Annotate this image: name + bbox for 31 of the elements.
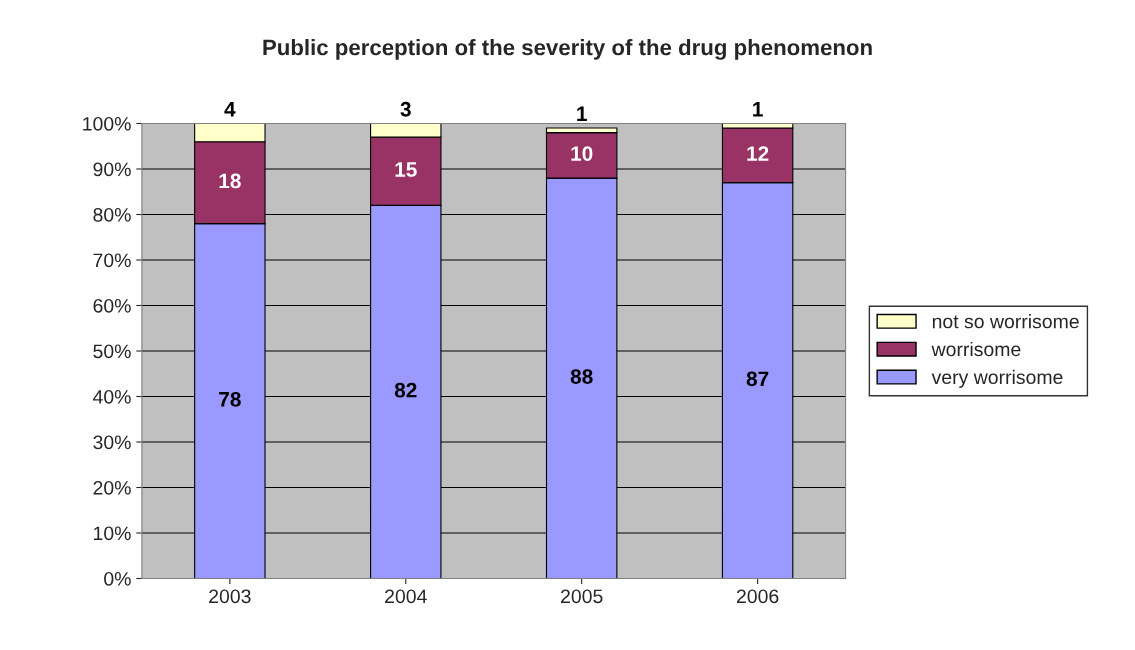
legend-label: worrisome	[931, 341, 1021, 357]
data-label: 10	[571, 146, 593, 161]
data-label: 78	[219, 391, 241, 407]
y-tick-label: 10%	[94, 526, 131, 541]
y-tick-label: 100%	[83, 116, 131, 131]
data-label: 4	[224, 102, 236, 117]
data-label: 15	[395, 162, 417, 177]
y-tick-label: 30%	[93, 435, 131, 450]
y-tick-label: 20%	[93, 480, 131, 495]
data-label: 88	[570, 369, 593, 384]
y-tick-label: 50%	[93, 344, 131, 359]
data-label: 3	[400, 101, 411, 117]
y-tick-label: 70%	[93, 253, 131, 268]
data-label: 12	[747, 146, 769, 161]
data-label: 82	[394, 382, 417, 398]
legend-label: very worrisome	[931, 369, 1063, 388]
y-tick-label: 60%	[93, 298, 131, 313]
data-label: 87	[746, 371, 769, 387]
legend-label: not so worrisome	[932, 314, 1079, 329]
x-tick-label: 2005	[561, 589, 603, 604]
chart-title: Public perception of the severity of the drug phenomenon	[263, 39, 872, 60]
x-tick-label: 2004	[385, 589, 427, 604]
data-label: 1	[577, 106, 587, 121]
y-tick-label: 0%	[104, 571, 131, 586]
x-tick-label: 2003	[209, 589, 251, 604]
y-tick-label: 80%	[93, 207, 131, 222]
y-tick-label: 40%	[92, 389, 131, 404]
data-label: 1	[753, 102, 763, 117]
data-label: 18	[219, 173, 241, 189]
y-tick-label: 90%	[93, 162, 131, 177]
x-tick-label: 2006	[736, 589, 779, 604]
